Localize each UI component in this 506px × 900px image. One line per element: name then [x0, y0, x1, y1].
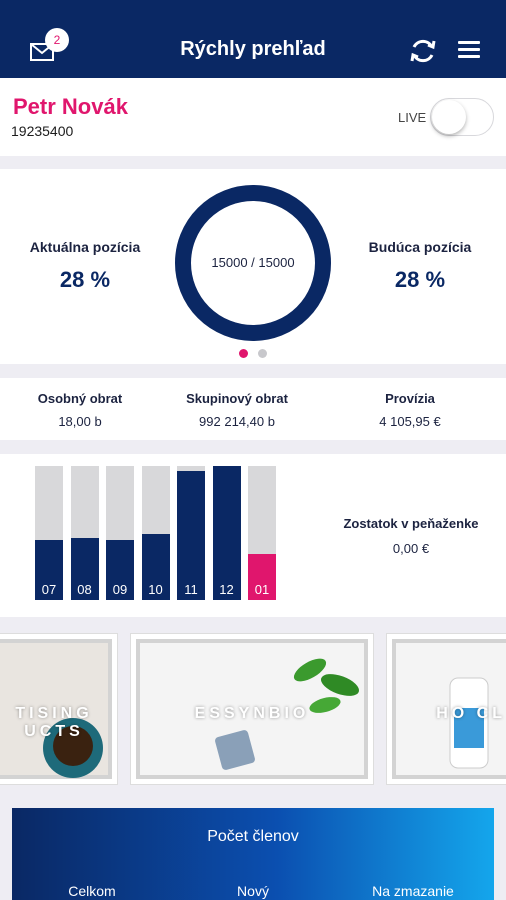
page-dot-2[interactable]: [258, 349, 267, 358]
current-position: Aktuálna pozícia 28 %: [10, 239, 160, 293]
future-position: Budúca pozícia 28 %: [345, 239, 495, 293]
user-name: Petr Novák: [13, 94, 128, 119]
bar-label-07: 07: [41, 582, 57, 597]
wallet-value: 0,00 €: [392, 541, 430, 556]
leaf-icon: [293, 658, 360, 713]
future-position-value: 28 %: [394, 267, 446, 292]
group-turnover-value: 992 214,40 b: [199, 414, 275, 429]
bar-09: 09: [106, 466, 134, 600]
live-toggle[interactable]: [430, 98, 494, 136]
wallet-label: Zostatok v peňaženke: [343, 516, 479, 531]
group-turnover-label: Skupinový obrat: [186, 391, 288, 406]
progress-ring: [175, 185, 331, 341]
bar-fill-08: [70, 538, 99, 600]
user-id: 19235400: [11, 123, 74, 139]
stats-panel: Osobný obrat 18,00 b Skupinový obrat 992…: [0, 378, 506, 440]
bar-11: 11: [177, 466, 205, 600]
banner-advertising-products[interactable]: TISING UCTS: [0, 633, 118, 785]
banner-home-care[interactable]: HO CL: [386, 633, 506, 785]
current-position-label: Aktuálna pozícia: [29, 239, 141, 255]
bar-12: 12: [212, 466, 241, 600]
bar-label-09: 09: [112, 582, 128, 597]
personal-turnover-value: 18,00 b: [58, 414, 102, 429]
bar-10: 10: [141, 466, 170, 600]
bottle-icon: [449, 677, 489, 769]
bar-fill-10: [141, 534, 170, 600]
commission: Provízia 4 105,95 €: [330, 391, 490, 429]
current-position-value: 28 %: [59, 267, 111, 292]
bar-label-01: 01: [254, 582, 270, 597]
members-new-label: Nový: [237, 883, 269, 899]
live-label: LIVE: [398, 110, 427, 125]
bar-fill-09: [106, 539, 134, 600]
bar-08: 08: [70, 466, 99, 600]
members-delete-label: Na zmazanie: [372, 883, 454, 899]
banner-home-care-text: HO CL: [436, 705, 506, 722]
banner-advertising-text: TISING UCTS: [15, 705, 93, 740]
commission-value: 4 105,95 €: [379, 414, 441, 429]
group-turnover: Skupinový obrat 992 214,40 b: [157, 391, 317, 429]
page-title: Rýchly prehľad: [180, 38, 326, 60]
user-panel: Petr Novák 19235400 LIVE: [0, 78, 506, 156]
personal-turnover-label: Osobný obrat: [37, 391, 123, 406]
product-carousel[interactable]: TISING UCTS ESSYNBIO HO CL: [0, 631, 506, 787]
bar-01: 01: [248, 466, 276, 600]
refresh-icon[interactable]: [408, 36, 438, 66]
jar-icon: [215, 730, 255, 770]
ring-value: 15000 / 15000: [211, 255, 295, 270]
bar-fill-12: [212, 466, 241, 600]
bar-label-12: 12: [219, 582, 234, 597]
bar-fill-07: [35, 539, 63, 600]
bar-fill-11: [177, 471, 205, 600]
banner-essynbio-text: ESSYNBIO: [194, 705, 310, 722]
bar-label-10: 10: [148, 582, 163, 597]
future-position-label: Budúca pozícia: [368, 239, 472, 255]
monthly-bar-chart: Zostatok v peňaženke 0,00 € 07 08 09 10 11 12…: [0, 454, 506, 617]
bar-label-08: 08: [77, 582, 92, 597]
bar-07: 07: [35, 466, 63, 600]
commission-label: Provízia: [385, 391, 435, 406]
bar-label-11: 11: [184, 582, 198, 597]
members-total-label: Celkom: [68, 883, 116, 899]
page-dot-1[interactable]: [239, 349, 248, 358]
banner-essynbio[interactable]: ESSYNBIO: [130, 633, 374, 785]
app-header: 2 Rýchly prehľad: [0, 0, 506, 78]
bar-fill-01: [248, 554, 276, 600]
menu-icon[interactable]: [458, 41, 480, 59]
members-panel: Počet členov Celkom Nový Na zmazanie: [12, 808, 494, 900]
members-title: Počet členov: [207, 828, 299, 845]
position-panel: Aktuálna pozícia 28 % 15000 / 15000 Budú…: [0, 169, 506, 364]
coffee-cup-icon: [43, 718, 103, 778]
mail-badge: 2: [45, 28, 69, 52]
wallet: Zostatok v peňaženke 0,00 €: [320, 516, 502, 556]
personal-turnover: Osobný obrat 18,00 b: [0, 391, 160, 429]
toggle-knob: [432, 100, 466, 134]
